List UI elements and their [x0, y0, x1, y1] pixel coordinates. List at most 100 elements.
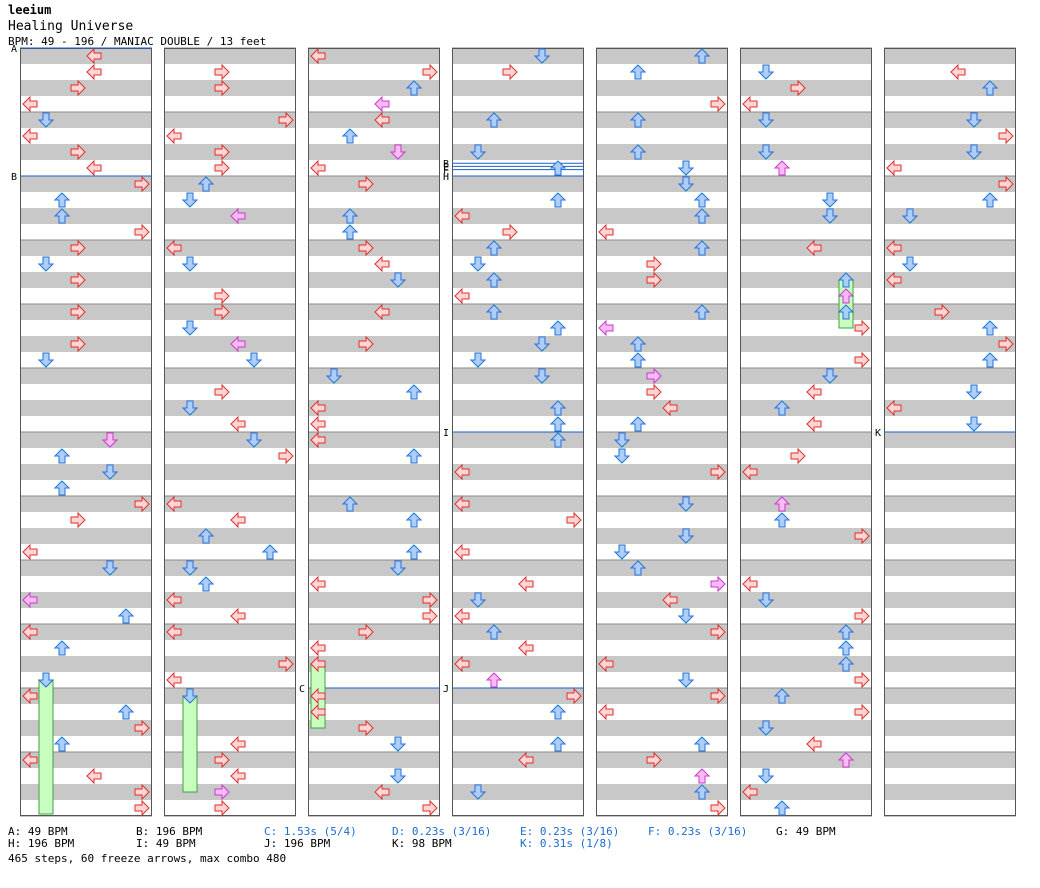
step-arrow: [310, 159, 326, 177]
step-arrow: [374, 255, 390, 273]
stripe-band: [884, 560, 1016, 576]
stripe-band: [884, 432, 1016, 448]
step-arrow: [53, 448, 71, 464]
step-arrow: [757, 144, 775, 160]
step-arrow: [70, 79, 86, 97]
stripe-band: [452, 528, 584, 544]
stripe-band: [452, 432, 584, 448]
step-arrow: [662, 591, 678, 609]
step-arrow: [374, 783, 390, 801]
step-arrow: [549, 736, 567, 752]
stripe-band: [596, 400, 728, 416]
step-arrow: [693, 208, 711, 224]
stripe-band: [308, 208, 440, 224]
stripe-band: [452, 688, 584, 704]
step-arrow: [197, 528, 215, 544]
step-arrow: [981, 192, 999, 208]
step-arrow: [773, 160, 791, 176]
stripe-band: [452, 592, 584, 608]
stripe-band: [308, 48, 440, 64]
step-arrow: [341, 208, 359, 224]
step-arrow: [166, 623, 182, 641]
step-arrow: [757, 592, 775, 608]
stripe-band: [884, 464, 1016, 480]
stripe-band: [308, 432, 440, 448]
stripe-band: [596, 112, 728, 128]
step-arrow: [502, 63, 518, 81]
stripe-band: [452, 752, 584, 768]
step-arrow: [134, 719, 150, 737]
step-arrow: [646, 751, 662, 769]
step-arrow: [405, 544, 423, 560]
stripe-band: [740, 752, 872, 768]
step-arrow: [166, 671, 182, 689]
step-arrow: [773, 400, 791, 416]
step-arrow: [230, 767, 246, 785]
step-arrow: [693, 48, 711, 64]
step-arrow: [341, 496, 359, 512]
tempo-marker-label: A: [11, 44, 17, 55]
step-arrow: [965, 144, 983, 160]
step-arrow: [197, 576, 215, 592]
step-arrow: [533, 336, 551, 352]
step-arrow: [837, 272, 855, 288]
step-arrow: [757, 720, 775, 736]
step-arrow: [70, 271, 86, 289]
stripe-band: [308, 720, 440, 736]
stripe-band: [20, 464, 152, 480]
stripe-band: [740, 336, 872, 352]
step-arrow: [710, 463, 726, 481]
step-arrow: [886, 399, 902, 417]
step-arrow: [134, 783, 150, 801]
stripe-band: [596, 272, 728, 288]
step-arrow: [485, 672, 503, 688]
stripe-band: [884, 400, 1016, 416]
stripe-band: [20, 528, 152, 544]
step-arrow: [629, 144, 647, 160]
step-arrow: [965, 384, 983, 400]
stripe-band: [452, 48, 584, 64]
step-arrow: [117, 608, 135, 624]
stripe-band: [740, 464, 872, 480]
step-arrow: [629, 336, 647, 352]
step-arrow: [230, 415, 246, 433]
step-arrow: [693, 240, 711, 256]
step-arrow: [310, 703, 326, 721]
step-arrow: [677, 608, 695, 624]
tempo-marker-label: B: [443, 159, 449, 170]
step-arrow: [405, 448, 423, 464]
legend-i: I: 49 BPM: [136, 837, 196, 850]
step-arrow: [214, 303, 230, 321]
stripe-band: [164, 464, 296, 480]
stripe-band: [884, 144, 1016, 160]
stripe-band: [452, 464, 584, 480]
tempo-marker-label: C: [299, 684, 305, 695]
stripe-band: [596, 688, 728, 704]
step-arrow: [693, 192, 711, 208]
tempo-marker-label: I: [443, 428, 449, 439]
stripe-band: [308, 80, 440, 96]
stripe-band: [596, 528, 728, 544]
stripe-band: [164, 48, 296, 64]
stripe-band: [452, 80, 584, 96]
step-arrow: [854, 319, 870, 337]
stripe-band: [164, 112, 296, 128]
step-arrow: [693, 304, 711, 320]
stripe-band: [452, 272, 584, 288]
step-arrow: [629, 112, 647, 128]
stripe-band: [884, 336, 1016, 352]
step-arrow: [629, 352, 647, 368]
step-arrow: [549, 400, 567, 416]
stripe-band: [596, 560, 728, 576]
step-arrow: [773, 496, 791, 512]
step-arrow: [37, 112, 55, 128]
stripe-band: [884, 784, 1016, 800]
stripe-band: [164, 176, 296, 192]
stripe-band: [596, 144, 728, 160]
stripe-band: [164, 496, 296, 512]
stripe-band: [20, 624, 152, 640]
step-arrow: [598, 319, 614, 337]
step-arrow: [310, 639, 326, 657]
step-arrow: [278, 655, 294, 673]
step-arrow: [325, 368, 343, 384]
